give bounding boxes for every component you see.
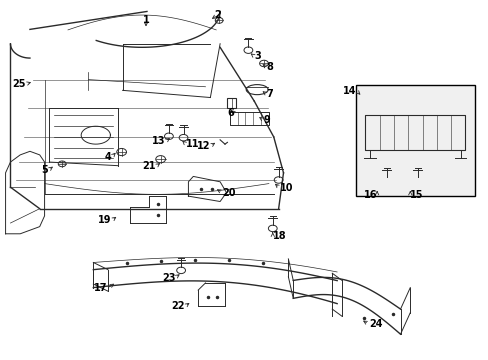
Text: 2: 2 (214, 10, 221, 20)
Text: 11: 11 (185, 139, 199, 149)
Text: 15: 15 (409, 190, 423, 200)
Text: 9: 9 (263, 115, 269, 125)
Text: 1: 1 (142, 15, 149, 26)
Text: 25: 25 (13, 79, 26, 89)
Bar (365, 116, 465, 149)
Text: 10: 10 (279, 183, 292, 193)
Text: 3: 3 (254, 51, 261, 61)
Text: 5: 5 (41, 165, 48, 175)
Text: 4: 4 (105, 152, 112, 162)
Text: 21: 21 (142, 161, 156, 171)
Text: 8: 8 (266, 62, 273, 72)
Text: 17: 17 (93, 283, 107, 293)
Text: 14: 14 (343, 86, 356, 96)
Text: 7: 7 (266, 89, 273, 99)
Text: 24: 24 (368, 319, 382, 329)
Bar (355, 85, 474, 196)
Text: 19: 19 (98, 215, 112, 225)
Text: 12: 12 (197, 141, 210, 151)
Bar (229, 112, 268, 126)
Text: 22: 22 (171, 301, 184, 311)
Text: 13: 13 (152, 136, 165, 146)
Text: 23: 23 (162, 273, 175, 283)
Text: 6: 6 (226, 108, 233, 118)
Text: 20: 20 (222, 188, 236, 198)
Text: 18: 18 (272, 231, 286, 240)
Bar (227, 98, 236, 108)
Text: 16: 16 (363, 190, 376, 200)
